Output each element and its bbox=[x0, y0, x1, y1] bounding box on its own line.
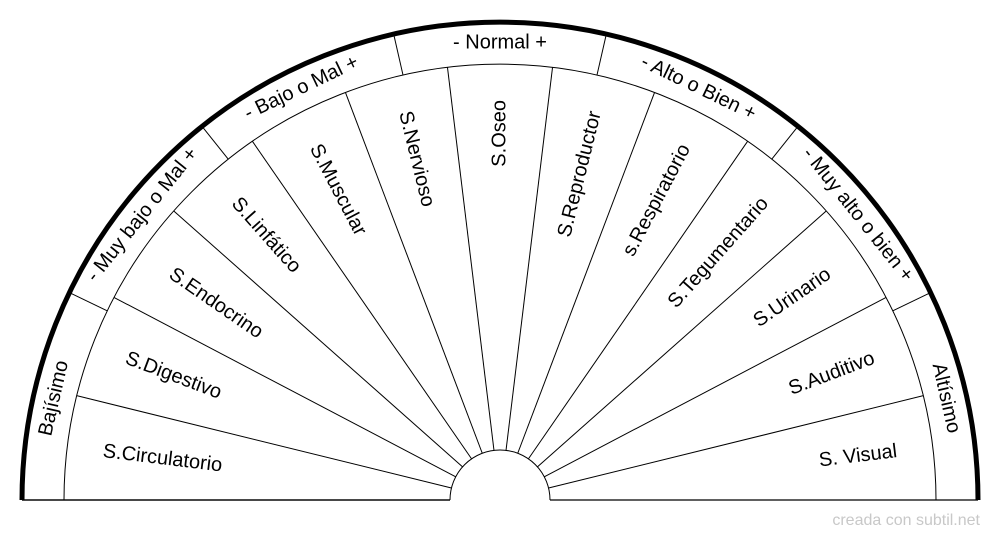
sector-divider bbox=[113, 296, 456, 478]
ring-divider bbox=[393, 33, 404, 76]
ring-divider bbox=[892, 292, 931, 312]
ring-divider bbox=[771, 125, 799, 160]
sector-divider bbox=[505, 67, 554, 451]
ring-divider bbox=[596, 33, 607, 76]
outer-arc bbox=[19, 19, 981, 501]
sector-label: S.Reproductor bbox=[553, 109, 605, 240]
sector-label: S.Auditivo bbox=[786, 347, 878, 400]
sector-divider bbox=[173, 210, 463, 468]
sector-label: S.Endocrino bbox=[165, 263, 267, 343]
sector-label: S.Linfático bbox=[227, 193, 305, 277]
sector-divider bbox=[76, 395, 452, 489]
sector-label: S.Muscular bbox=[305, 140, 371, 239]
credit-text: creada con subtil.net bbox=[832, 512, 980, 529]
sector-label: S. Visual bbox=[818, 440, 899, 471]
sector-label: S.Digestivo bbox=[122, 347, 224, 403]
sector-label: S.Urinario bbox=[749, 263, 835, 332]
ring-inner-arc bbox=[63, 63, 937, 501]
ring-label: - Normal + bbox=[453, 31, 547, 53]
sector-label: S.Nervioso bbox=[394, 109, 439, 209]
ring-divider bbox=[69, 292, 108, 312]
sector-divider bbox=[537, 210, 827, 468]
hub-arc bbox=[449, 449, 551, 501]
sector-divider bbox=[344, 92, 483, 454]
sector-divider bbox=[544, 296, 887, 478]
sector-label: S.Circulatorio bbox=[102, 440, 224, 476]
sector-divider bbox=[446, 67, 495, 451]
ring-label: - Muy alto o bien + bbox=[798, 143, 918, 286]
sector-label: S.Oseo bbox=[488, 100, 510, 167]
sector-label: S.Tegumentario bbox=[664, 193, 773, 312]
ring-label: - Muy bajo o Mal + bbox=[82, 143, 202, 286]
sector-divider bbox=[548, 395, 924, 489]
sector-divider bbox=[527, 140, 749, 460]
ring-divider bbox=[201, 125, 229, 160]
sector-divider bbox=[251, 140, 473, 460]
sector-divider bbox=[517, 92, 656, 454]
